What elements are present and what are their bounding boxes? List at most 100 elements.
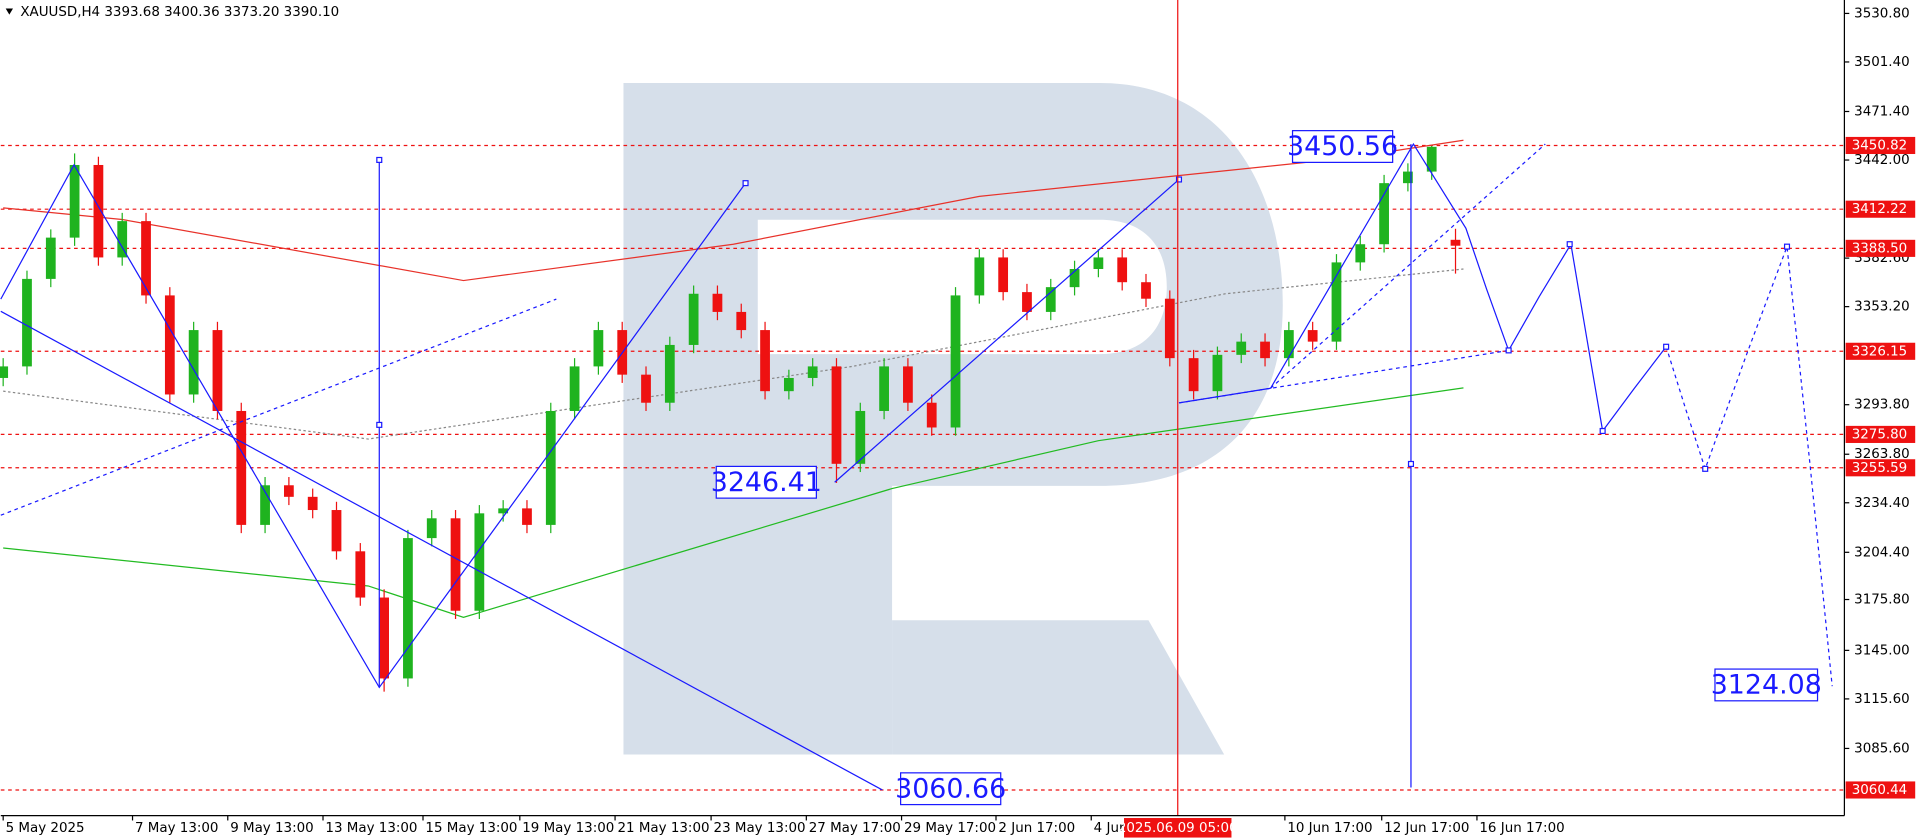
- level-tag: [1845, 342, 1916, 360]
- candle-body: [93, 164, 104, 258]
- menu-arrow[interactable]: [5, 8, 13, 15]
- candle-body: [641, 374, 651, 403]
- y-tick-label: 3234.40: [1854, 496, 1910, 511]
- candle-body: [1164, 298, 1175, 359]
- moving-average: [3, 387, 1464, 618]
- level-tag: [1845, 239, 1916, 257]
- x-tick-label: 23 May 13:00: [714, 821, 806, 836]
- level-label: 3450.82: [1852, 138, 1908, 153]
- candle-body: [236, 410, 247, 525]
- x-tick-label: 12 Jun 17:00: [1384, 821, 1469, 836]
- candle-body: [593, 330, 604, 367]
- chart-title: XAUUSD,H4 3393.68 3400.36 3373.20 3390.1…: [20, 5, 339, 20]
- y-tick-label: 3501.40: [1854, 55, 1910, 70]
- candle-body: [1022, 292, 1032, 312]
- candle-body: [688, 293, 699, 345]
- candle-body: [998, 257, 1009, 293]
- y-tick-label: 3293.80: [1854, 398, 1910, 413]
- candle-body: [498, 508, 509, 514]
- y-tick-label: 3115.60: [1854, 692, 1910, 707]
- candle-body: [331, 510, 342, 552]
- candle-body: [379, 597, 389, 679]
- x-tick-label: 27 May 17:00: [809, 821, 901, 836]
- candle-body: [1283, 330, 1294, 359]
- candle-body: [1045, 287, 1056, 312]
- candle-body: [903, 366, 913, 403]
- candle-body: [1141, 282, 1151, 299]
- candle-body: [1212, 354, 1223, 392]
- candle-body: [1188, 358, 1199, 392]
- candle-body: [760, 330, 770, 392]
- level-label: 3326.15: [1852, 344, 1908, 359]
- candle-body: [1355, 244, 1366, 263]
- candle-body: [141, 221, 151, 296]
- candle-body: [474, 513, 485, 611]
- x-tick-label: 13 May 13:00: [325, 821, 417, 836]
- candle-body: [450, 518, 461, 611]
- x-tick-label: 2 Jun 17:00: [998, 821, 1075, 836]
- x-tick-label: 19 May 13:00: [522, 821, 614, 836]
- level-label: 3255.59: [1852, 461, 1908, 476]
- annotation: 3246.41: [711, 467, 822, 498]
- candle-body: [1426, 146, 1437, 172]
- candle-body: [879, 366, 889, 411]
- x-tick-label: 15 May 13:00: [425, 821, 517, 836]
- candle-body: [1260, 341, 1270, 359]
- x-tick-label: 9 May 13:00: [230, 821, 314, 836]
- level-tag: [1845, 136, 1916, 155]
- annotation: 3060.66: [895, 773, 1006, 804]
- candle-body: [1403, 171, 1413, 184]
- level-tag: [1845, 425, 1916, 443]
- candle-body: [855, 410, 866, 464]
- y-tick-label: 3145.00: [1854, 643, 1910, 658]
- y-tick-label: 3085.60: [1854, 741, 1910, 756]
- candle-body: [1331, 262, 1342, 342]
- moving-average: [3, 268, 1464, 440]
- candle-body: [1307, 330, 1318, 342]
- candle-body: [188, 330, 199, 395]
- candle-body: [69, 164, 80, 238]
- candle-body: [403, 538, 413, 679]
- candle-body: [283, 485, 294, 497]
- candle-body: [783, 377, 794, 392]
- level-tag: [1845, 781, 1916, 799]
- candle-body: [712, 293, 723, 312]
- x-tick-label: 29 May 17:00: [904, 821, 996, 836]
- candle-body: [545, 410, 556, 525]
- candle-body: [22, 278, 32, 367]
- y-tick-label: 3204.40: [1854, 545, 1910, 560]
- candle-body: [164, 295, 175, 395]
- y-tick-label: 3471.40: [1854, 104, 1910, 119]
- level-label: 3412.22: [1852, 202, 1908, 217]
- candle-body: [212, 330, 223, 411]
- y-tick-label: 3263.80: [1854, 447, 1910, 462]
- y-tick-label: 3530.80: [1854, 6, 1910, 21]
- candle-body: [0, 366, 9, 378]
- candle-body: [974, 257, 985, 296]
- candle-body: [1236, 341, 1247, 355]
- candle-body: [807, 366, 818, 378]
- annotation: 3124.08: [1711, 670, 1822, 701]
- y-tick-label: 3353.20: [1854, 300, 1910, 315]
- candle-body: [260, 485, 270, 525]
- candle-body: [736, 311, 747, 331]
- candle-body: [950, 295, 961, 428]
- candle-body: [426, 518, 437, 539]
- candle-body: [926, 402, 937, 428]
- analysis-lines: [0, 142, 1833, 791]
- candle-body: [1093, 257, 1104, 269]
- candle-body: [522, 508, 532, 525]
- candle-body: [117, 221, 128, 258]
- y-tick-label: 3175.80: [1854, 593, 1910, 608]
- x-tick-label: 7 May 13:00: [135, 821, 219, 836]
- annotations: 3450.56 3246.41 3060.66 3124.08: [711, 130, 1822, 806]
- x-tick-label: 16 Jun 17:00: [1479, 821, 1564, 836]
- candle-body: [1069, 268, 1080, 288]
- candle-body: [355, 551, 366, 598]
- candle-body: [1379, 183, 1389, 245]
- level-label: 3388.50: [1852, 241, 1908, 256]
- candle-body: [831, 366, 842, 464]
- candle-body: [569, 366, 580, 411]
- candle-body: [664, 344, 675, 403]
